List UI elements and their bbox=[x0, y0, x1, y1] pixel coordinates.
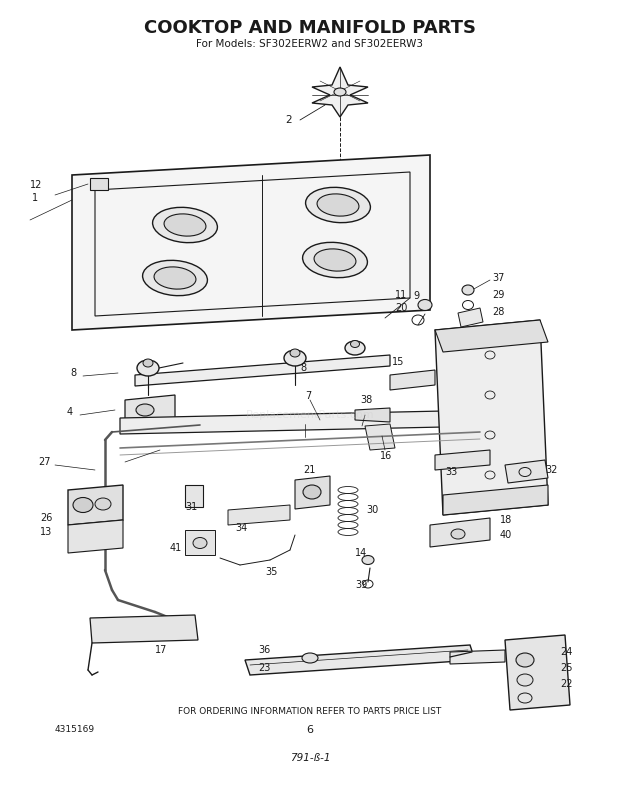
Text: 6: 6 bbox=[306, 725, 314, 735]
Text: 31: 31 bbox=[185, 502, 197, 512]
Text: 1: 1 bbox=[32, 193, 38, 203]
Polygon shape bbox=[125, 395, 175, 423]
Polygon shape bbox=[505, 460, 548, 483]
Ellipse shape bbox=[517, 674, 533, 686]
Ellipse shape bbox=[143, 359, 153, 367]
Text: 34: 34 bbox=[235, 523, 247, 533]
Text: 24: 24 bbox=[560, 647, 572, 657]
Text: 41: 41 bbox=[170, 543, 182, 553]
Polygon shape bbox=[443, 485, 548, 515]
Polygon shape bbox=[68, 520, 123, 553]
Text: 25: 25 bbox=[560, 663, 572, 673]
Polygon shape bbox=[365, 424, 395, 450]
Text: 9: 9 bbox=[413, 291, 419, 301]
Text: 29: 29 bbox=[492, 290, 505, 300]
Polygon shape bbox=[450, 650, 505, 664]
Text: 16: 16 bbox=[380, 451, 392, 461]
Ellipse shape bbox=[303, 242, 368, 277]
Text: 8: 8 bbox=[300, 363, 306, 373]
Text: 38: 38 bbox=[360, 395, 372, 405]
Text: 4: 4 bbox=[67, 407, 73, 417]
Polygon shape bbox=[135, 355, 390, 386]
Ellipse shape bbox=[284, 350, 306, 366]
Ellipse shape bbox=[418, 299, 432, 310]
Text: 39: 39 bbox=[355, 580, 367, 590]
Ellipse shape bbox=[362, 556, 374, 564]
Text: 15: 15 bbox=[392, 357, 404, 367]
Text: 4315169: 4315169 bbox=[55, 725, 95, 734]
Ellipse shape bbox=[303, 485, 321, 499]
Text: 12: 12 bbox=[30, 180, 42, 190]
Ellipse shape bbox=[306, 187, 370, 222]
Text: FOR ORDERING INFORMATION REFER TO PARTS PRICE LIST: FOR ORDERING INFORMATION REFER TO PARTS … bbox=[179, 707, 441, 717]
Text: 22: 22 bbox=[560, 679, 572, 689]
Text: 33: 33 bbox=[445, 467, 458, 477]
Text: 13: 13 bbox=[40, 527, 52, 537]
Ellipse shape bbox=[516, 653, 534, 667]
Text: 32: 32 bbox=[545, 465, 557, 475]
Ellipse shape bbox=[136, 404, 154, 416]
Ellipse shape bbox=[164, 214, 206, 236]
Polygon shape bbox=[245, 645, 475, 675]
Ellipse shape bbox=[334, 88, 346, 96]
Polygon shape bbox=[68, 485, 123, 525]
Ellipse shape bbox=[193, 538, 207, 549]
Bar bbox=[90, 178, 108, 190]
Text: 18: 18 bbox=[500, 515, 512, 525]
Text: 27: 27 bbox=[38, 457, 50, 467]
Text: 14: 14 bbox=[355, 548, 367, 558]
Text: 26: 26 bbox=[40, 513, 52, 523]
Ellipse shape bbox=[95, 498, 111, 510]
Polygon shape bbox=[355, 408, 390, 422]
Ellipse shape bbox=[73, 498, 93, 512]
Polygon shape bbox=[435, 320, 548, 352]
Text: 11: 11 bbox=[395, 290, 407, 300]
Text: 40: 40 bbox=[500, 530, 512, 540]
Ellipse shape bbox=[137, 360, 159, 376]
Ellipse shape bbox=[154, 267, 196, 289]
Polygon shape bbox=[458, 308, 483, 327]
Text: 30: 30 bbox=[366, 505, 378, 515]
Polygon shape bbox=[120, 410, 490, 434]
Ellipse shape bbox=[462, 285, 474, 295]
Polygon shape bbox=[435, 320, 548, 515]
Text: COOKTOP AND MANIFOLD PARTS: COOKTOP AND MANIFOLD PARTS bbox=[144, 19, 476, 37]
Polygon shape bbox=[72, 155, 430, 330]
Text: 20: 20 bbox=[395, 303, 407, 313]
Text: For Models: SF302EERW2 and SF302EERW3: For Models: SF302EERW2 and SF302EERW3 bbox=[197, 39, 423, 49]
Text: 8: 8 bbox=[70, 368, 76, 378]
Text: 2: 2 bbox=[285, 115, 291, 125]
Ellipse shape bbox=[290, 349, 300, 357]
Polygon shape bbox=[430, 518, 490, 547]
Ellipse shape bbox=[350, 340, 360, 347]
Text: 35: 35 bbox=[265, 567, 277, 577]
Text: 17: 17 bbox=[155, 645, 167, 655]
Ellipse shape bbox=[451, 529, 465, 539]
Polygon shape bbox=[228, 505, 290, 525]
Text: 28: 28 bbox=[492, 307, 505, 317]
Text: 37: 37 bbox=[492, 273, 505, 283]
Polygon shape bbox=[312, 67, 368, 117]
Text: 791-ß-1: 791-ß-1 bbox=[290, 753, 330, 763]
Ellipse shape bbox=[153, 208, 218, 243]
Text: 23: 23 bbox=[258, 663, 270, 673]
Polygon shape bbox=[390, 370, 435, 390]
Ellipse shape bbox=[314, 249, 356, 271]
Bar bbox=[185, 485, 203, 507]
Ellipse shape bbox=[302, 653, 318, 663]
Text: 36: 36 bbox=[258, 645, 270, 655]
Polygon shape bbox=[90, 615, 198, 643]
Bar bbox=[185, 530, 215, 555]
Text: 7: 7 bbox=[305, 391, 311, 401]
Ellipse shape bbox=[143, 260, 208, 296]
Text: ReplacementParts.com: ReplacementParts.com bbox=[246, 410, 374, 420]
Polygon shape bbox=[505, 635, 570, 710]
Text: 21: 21 bbox=[303, 465, 316, 475]
Polygon shape bbox=[435, 450, 490, 470]
Ellipse shape bbox=[317, 194, 359, 216]
Ellipse shape bbox=[345, 341, 365, 355]
Polygon shape bbox=[295, 476, 330, 509]
